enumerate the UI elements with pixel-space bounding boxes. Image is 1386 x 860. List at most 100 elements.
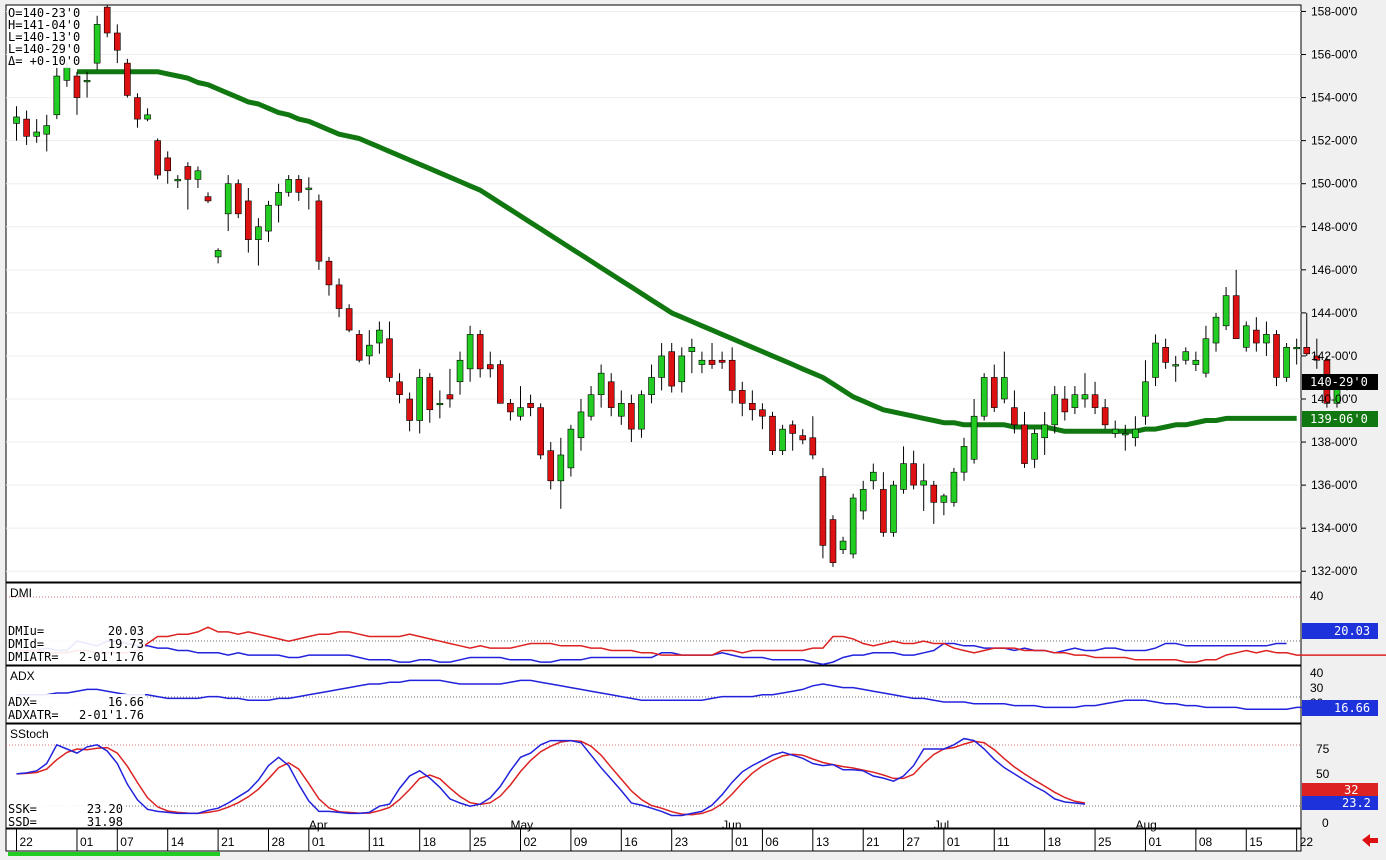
candle	[345, 304, 353, 333]
stoch-k-label: SSK=	[8, 802, 37, 816]
candle-body	[527, 403, 534, 408]
date-tick-label: 18	[423, 835, 437, 849]
candle-body	[386, 338, 393, 378]
candle-body	[819, 476, 827, 546]
candle	[708, 343, 716, 369]
stoch-k-tag-bg	[1302, 796, 1378, 810]
stoch-axis-75: 75	[1316, 742, 1330, 756]
date-labels: 22 01 07 14 21 28 01 11 18 25 02 09 16 23 01 06 13 21 27 01…	[16, 818, 1313, 851]
dmi-minus-line	[16, 626, 1386, 663]
candle-body	[164, 157, 171, 172]
candle	[124, 58, 131, 98]
candle-body	[1162, 347, 1169, 363]
dmi-panel: DMI DMIu= 20.03 DMId= 19.73 DMIATR= 2-01…	[5, 582, 1386, 666]
ma-price-tag-text: 139-06'0	[1310, 412, 1368, 426]
dmi-plus-value: 20.03	[108, 624, 144, 638]
dmi-minus-value: 19.73	[108, 637, 144, 651]
candle	[1081, 373, 1089, 408]
candle	[648, 364, 655, 404]
candle	[1192, 351, 1200, 372]
candle-body	[154, 140, 161, 176]
candle	[154, 138, 161, 180]
ohlc-readout: O=140-23'0 H=141-04'0 L=140-13'0 L=140-2…	[7, 6, 89, 68]
candle	[1303, 312, 1311, 356]
candle-body	[859, 489, 867, 512]
price-tick-label: 156-00'0	[1311, 48, 1358, 62]
candle	[517, 386, 524, 421]
candle	[980, 373, 988, 421]
candle	[1031, 429, 1038, 468]
candle-body	[678, 355, 686, 383]
candle-body	[335, 284, 343, 309]
candle-body	[628, 403, 635, 430]
stoch-lines	[16, 737, 1086, 817]
price-tick-label: 144-00'0	[1311, 306, 1358, 320]
date-tick-label: 15	[1249, 835, 1263, 849]
date-tick-label: 06	[765, 835, 779, 849]
candle-body	[426, 377, 434, 411]
candle-body	[880, 489, 887, 533]
candle	[577, 398, 585, 451]
candle	[335, 278, 343, 318]
price-tick-label: 134-00'0	[1311, 521, 1358, 535]
candle	[547, 442, 555, 490]
month-label: Aug	[1135, 818, 1156, 832]
candle-body	[607, 381, 615, 408]
month-label: Jul	[934, 818, 949, 832]
candle	[1283, 343, 1290, 382]
candle	[1172, 355, 1179, 382]
date-tick-label: 01	[735, 835, 749, 849]
candle	[718, 351, 726, 369]
candle	[537, 403, 544, 460]
stoch-d-label: SSD=	[8, 815, 37, 829]
candle-body	[1293, 347, 1300, 350]
candle-body	[577, 411, 585, 439]
candle	[1232, 269, 1240, 340]
candle	[315, 194, 323, 270]
ohlc-readout-bg	[7, 6, 89, 68]
candle	[476, 330, 484, 378]
adx-value: 16.66	[108, 695, 144, 709]
back-arrow-shape[interactable]	[1362, 834, 1378, 847]
candle	[1242, 321, 1250, 352]
dmi-lines	[16, 626, 1386, 666]
date-tick-label: 16	[624, 835, 638, 849]
back-arrow-icon[interactable]	[1362, 834, 1378, 847]
date-tick-label: 11	[997, 835, 1010, 849]
candle-body	[365, 344, 373, 357]
adx-tag-text: 16.66	[1334, 701, 1370, 715]
dmi-plus-line	[16, 640, 1287, 666]
candle	[960, 437, 968, 481]
candle	[1202, 325, 1210, 378]
candle	[1122, 424, 1129, 451]
candle-body	[749, 403, 756, 411]
candle-body	[93, 24, 101, 64]
candle	[114, 24, 121, 64]
candle-body	[194, 170, 202, 180]
candle	[829, 515, 837, 567]
adx-readout-bg	[7, 694, 145, 722]
candle	[325, 256, 333, 296]
candle-body	[1202, 338, 1210, 374]
candle-body	[265, 204, 272, 232]
candle	[527, 394, 534, 417]
candle-body	[1192, 359, 1200, 365]
stoch-d-tag-text: 32	[1344, 783, 1358, 797]
candle	[1293, 338, 1300, 365]
candle	[617, 390, 625, 425]
adx-line	[16, 679, 1358, 710]
price-tick-label: 142-00'0	[1311, 349, 1358, 363]
date-tick-label: 01	[312, 835, 326, 849]
date-scroll-indicator[interactable]	[8, 852, 220, 856]
last-price-tag-text: 140-29'0	[1310, 375, 1368, 389]
candle	[1132, 416, 1139, 447]
candle-body	[638, 394, 645, 430]
price-tick-label: 140-00'0	[1311, 392, 1358, 406]
candle	[728, 347, 736, 404]
candle-body	[53, 75, 61, 116]
stoch-panel: SStoch SSK= 23.20 SSD= 31.98 75 50 25 0 …	[5, 723, 1378, 830]
ma-price-tag-bg	[1302, 411, 1378, 427]
candle	[245, 188, 252, 253]
candle-body	[839, 540, 847, 551]
